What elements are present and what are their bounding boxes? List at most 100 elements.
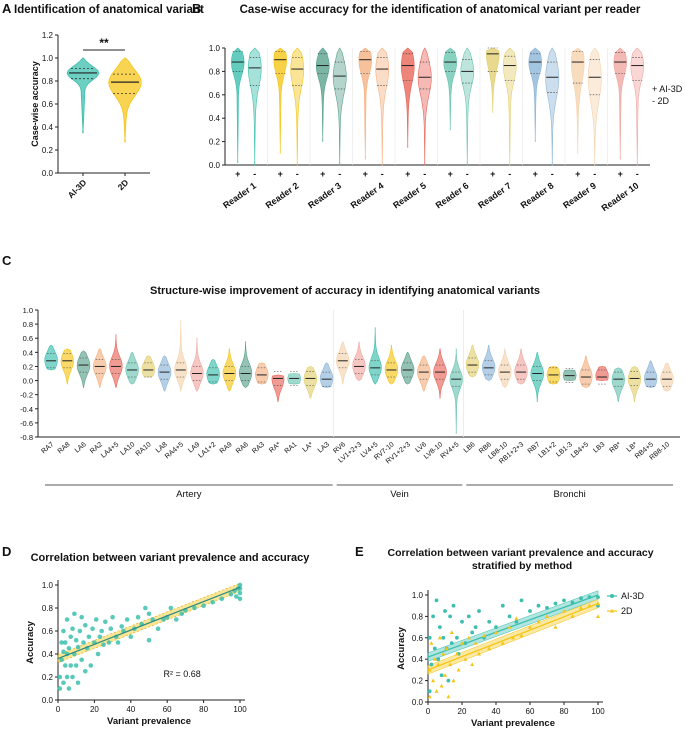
data-point-ai3d: [528, 609, 532, 613]
data-point: [237, 590, 243, 596]
pair-label: -: [466, 169, 469, 179]
violin-ai3d: [358, 47, 372, 160]
data-point: [83, 668, 88, 674]
x-tick-label: Reader 1: [221, 180, 258, 210]
regression-line: [427, 594, 599, 658]
panel-letter-c: C: [2, 253, 12, 268]
data-point-2d: [545, 614, 549, 618]
data-point-2d: [444, 646, 449, 651]
x-axis-label: Variant prevalence: [471, 718, 555, 729]
data-point: [219, 596, 225, 602]
data-point: [73, 663, 79, 668]
pair-label: +: [490, 169, 495, 179]
data-point-ai3d: [487, 619, 492, 624]
data-point-ai3d: [438, 625, 442, 629]
data-point: [62, 663, 68, 668]
significance-label: **: [99, 36, 109, 50]
y-tick-label: 0.8: [209, 67, 221, 76]
y-tick-label: 0.8: [412, 612, 424, 621]
data-point-2d: [482, 633, 487, 638]
violin: [92, 348, 107, 388]
data-point-2d: [449, 630, 454, 635]
data-point-2d: [507, 624, 512, 629]
violin-ai3d: [613, 47, 628, 160]
panel-b-chart: 0.00.20.40.60.81.0+ -Reader 1+ -Reader 2+ -…: [209, 44, 683, 213]
violin-ai3d: [400, 47, 415, 148]
x-tick-label: 0: [426, 707, 431, 716]
data-point-2d: [494, 630, 498, 635]
data-point-ai3d: [466, 614, 471, 619]
data-point: [72, 611, 77, 617]
pair-label: +: [575, 169, 580, 179]
violin: [579, 355, 593, 388]
data-point: [174, 617, 179, 622]
y-tick-label: 1.2: [42, 31, 54, 40]
data-point: [75, 680, 81, 686]
violin: [611, 367, 625, 403]
data-point: [62, 640, 68, 645]
data-point-2d: [470, 662, 475, 667]
y-tick-label: 0.6: [42, 100, 54, 109]
data-point-2d: [514, 616, 519, 621]
x-tick-label: 60: [526, 707, 535, 716]
violin: [644, 360, 658, 388]
y-tick-label: 0.2: [42, 673, 54, 682]
data-point-ai3d: [436, 657, 441, 662]
data-point: [192, 605, 197, 611]
data-point-ai3d: [427, 635, 432, 640]
group-label: Vein: [390, 489, 409, 500]
pair-label: +: [405, 169, 410, 179]
violin-2d: [290, 47, 305, 166]
data-point-ai3d: [562, 598, 566, 603]
data-point-2d: [446, 694, 451, 699]
pair-label: +: [278, 169, 283, 179]
x-tick-label: RA10: [135, 441, 153, 458]
panel-c-title: Structure-wise improvement of accuracy i…: [150, 285, 540, 297]
data-point: [66, 645, 72, 651]
violin: [530, 352, 544, 403]
data-point-2d: [519, 633, 524, 638]
x-tick-label: RA9: [219, 441, 234, 455]
y-tick-label: 0.0: [23, 377, 33, 386]
violin: [627, 366, 642, 403]
violin: [417, 355, 431, 392]
data-point: [103, 619, 108, 625]
pair-label: +: [448, 169, 453, 179]
data-point-2d: [562, 608, 566, 613]
data-point-2d: [500, 640, 505, 645]
violin: [352, 341, 366, 381]
data-point: [75, 644, 81, 650]
violin-ai3d: [570, 47, 585, 154]
data-point-ai3d: [431, 614, 435, 619]
group-label: Artery: [176, 489, 202, 500]
data-point-ai3d: [473, 625, 478, 629]
data-point: [81, 640, 86, 645]
x-tick-label: RV4+5: [440, 441, 461, 460]
x-tick-label: Reader 10: [600, 180, 641, 213]
violin: [433, 348, 447, 399]
y-tick-label: -0.6: [20, 419, 33, 428]
x-tick-label: LA3: [317, 441, 331, 454]
y-tick-label: 0.4: [23, 348, 33, 357]
violin-ai3d: [443, 47, 458, 131]
y-tick-label: 1.0: [209, 44, 221, 53]
data-point-2d: [596, 614, 600, 618]
pair-label: -: [551, 169, 554, 179]
violin-2d: [247, 47, 262, 166]
violin-ai3d: [315, 47, 330, 142]
data-point: [73, 637, 79, 643]
data-point: [155, 626, 161, 631]
x-tick-label: LA*: [302, 441, 315, 454]
panel-d-chart: 0.0 0.2 0.4 0.6 0.8 1.0 0 20 40 60 80 100 Variant pr…: [25, 580, 247, 727]
data-point-2d: [456, 667, 461, 672]
x-tick-label: 80: [560, 707, 569, 716]
violin: [449, 348, 463, 434]
legend-marker-2d: [610, 608, 614, 613]
y-tick-label: -0.8: [20, 433, 33, 442]
pair-label: +: [363, 169, 368, 179]
legend-entry: - 2D: [652, 96, 670, 106]
data-point-2d: [443, 673, 447, 677]
x-tick-label: 100: [233, 705, 247, 714]
violin: [368, 327, 382, 385]
data-point: [106, 640, 112, 645]
